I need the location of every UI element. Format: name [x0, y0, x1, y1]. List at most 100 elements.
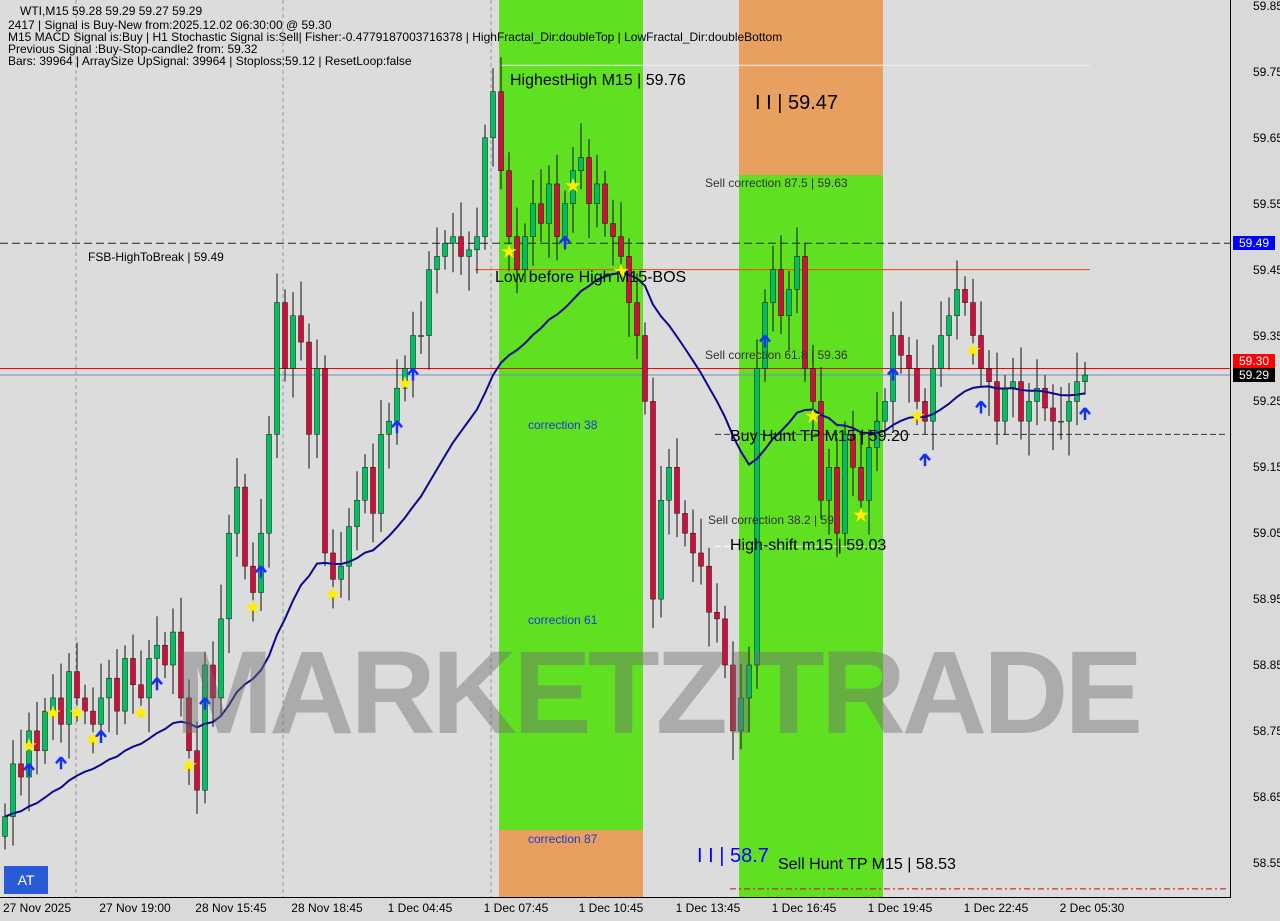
bull-candle [26, 730, 32, 778]
high-shift-label: High-shift m15 | 59.03 [730, 537, 887, 554]
bear-candle [818, 401, 824, 501]
star-icon [45, 705, 61, 720]
candlestick-chart [0, 0, 1230, 897]
buy-arrow-icon [887, 367, 899, 381]
sell-zone-green [739, 175, 883, 897]
buy-arrow-icon [23, 763, 35, 776]
bear-candle [850, 434, 856, 468]
ii-bottom-label: I I | 58.7 [697, 845, 769, 867]
star-icon [325, 586, 341, 601]
chart-plot-area[interactable]: MARKETZITRADE WTI,M15 59.28 59.29 59.27 … [0, 0, 1231, 897]
low-before-high-label: Low before High M15-BOS [495, 269, 687, 286]
bull-candle [490, 91, 496, 139]
star-icon [245, 599, 261, 614]
price-tick: 59.25 [1253, 394, 1280, 409]
bear-candle [322, 368, 328, 554]
bull-candle [218, 618, 224, 699]
bull-candle [842, 434, 848, 534]
bear-candle [282, 302, 288, 369]
bull-candle [426, 269, 432, 336]
bull-candle [442, 242, 448, 257]
bull-candle [1026, 401, 1032, 422]
bear-candle [554, 183, 560, 237]
bear-candle [34, 730, 40, 751]
correction-87-label: correction 87 [528, 832, 598, 846]
star-icon [69, 705, 85, 720]
bull-candle [106, 677, 112, 699]
fsb-label: FSB-HighToBreak | 59.49 [88, 250, 224, 264]
bear-candle [722, 618, 728, 666]
bull-candle [2, 816, 8, 837]
sell-hunt-label: Sell Hunt TP M15 | 58.53 [778, 856, 956, 873]
zone-orange-bottom [499, 830, 643, 897]
star-icon [397, 375, 413, 390]
macd-info: M15 MACD Signal is:Buy | H1 Stochastic S… [8, 30, 783, 44]
bull-candle [362, 467, 368, 501]
bear-candle [778, 269, 784, 316]
bull-candle [738, 697, 744, 732]
bull-candle [754, 368, 760, 666]
bear-candle [18, 763, 24, 778]
time-axis[interactable]: 27 Nov 2025 27 Nov 19:00 28 Nov 15:45 28 No… [0, 897, 1231, 921]
bull-candle [66, 671, 72, 725]
bull-candle [946, 315, 952, 336]
bear-candle [690, 532, 696, 554]
bear-candle [858, 467, 864, 501]
bull-candle [578, 157, 584, 172]
buy-arrow-icon [55, 756, 67, 770]
signal-price-tag: 59.30 [1233, 354, 1275, 369]
bull-candle [482, 137, 488, 237]
time-tick: 1 Dec 16:45 [771, 901, 837, 915]
price-axis[interactable]: 59.85 59.75 59.65 59.55 59.45 59.35 59.25 59.15… [1231, 0, 1280, 897]
bull-candle [226, 532, 232, 620]
moving-average-line [4, 271, 1086, 818]
bull-candle [530, 203, 536, 237]
price-tick: 59.15 [1253, 460, 1280, 475]
bear-candle [674, 467, 680, 514]
buy-arrow-icon [151, 677, 163, 691]
bull-candle [314, 368, 320, 435]
buy-arrow-icon [759, 334, 771, 348]
bull-candle [562, 203, 568, 237]
bull-candle [1074, 381, 1080, 402]
watermark-logo: MARKETZITRADE [175, 627, 1143, 759]
bull-candle [794, 256, 800, 290]
bear-candle [498, 91, 504, 171]
bear-candle [810, 368, 816, 402]
star-icon [805, 408, 821, 423]
price-tick: 58.75 [1253, 723, 1280, 738]
bear-candle [506, 170, 512, 237]
bear-candle [330, 552, 336, 580]
star-icon [85, 731, 101, 746]
bear-candle [458, 236, 464, 257]
bull-candle [746, 664, 752, 699]
bear-candle [986, 368, 992, 382]
bear-candle [610, 223, 616, 237]
bear-candle [1050, 407, 1056, 422]
bear-candle [210, 664, 216, 699]
auto-trading-button[interactable]: AT [4, 866, 48, 894]
bull-candle [234, 486, 240, 534]
bull-candle [1082, 374, 1088, 382]
price-tick: 59.55 [1253, 196, 1280, 211]
sell-correction-87-label: Sell correction 87.5 | 59.63 [705, 176, 848, 190]
buy-zone-green [499, 0, 643, 830]
bull-candle [274, 302, 280, 435]
symbol-ohlc: WTI,M15 59.28 59.29 59.27 59.29 [20, 4, 203, 18]
buy-arrow-icon [255, 565, 267, 579]
bull-candle [874, 420, 880, 448]
bear-candle [682, 513, 688, 534]
correction-38-label: correction 38 [528, 418, 598, 432]
bear-candle [298, 315, 304, 343]
price-tick: 58.55 [1253, 855, 1280, 870]
star-icon [853, 507, 869, 522]
bear-candle [250, 565, 256, 593]
bear-candle [538, 203, 544, 224]
bear-candle [626, 256, 632, 303]
bull-candle [394, 387, 400, 422]
time-tick: 1 Dec 22:45 [963, 901, 1029, 915]
bull-candle [826, 467, 832, 501]
ii-top-label: I I | 59.47 [755, 92, 839, 114]
bull-candle [1058, 420, 1064, 423]
bull-candle [122, 658, 128, 712]
